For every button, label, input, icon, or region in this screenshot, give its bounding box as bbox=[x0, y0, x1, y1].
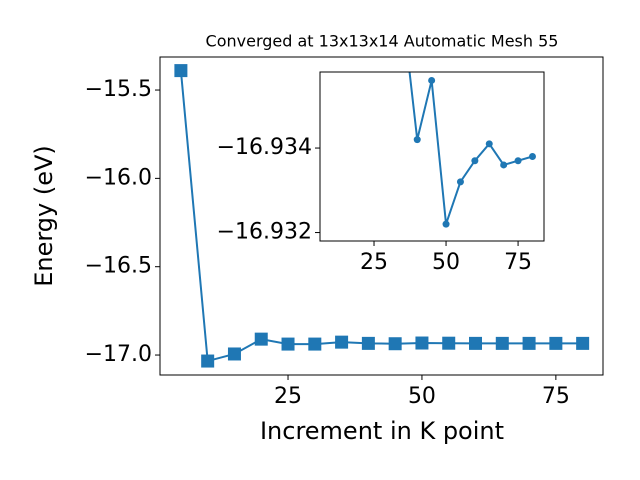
marker bbox=[428, 76, 436, 84]
marker bbox=[469, 336, 483, 350]
marker bbox=[442, 336, 456, 350]
marker bbox=[413, 136, 421, 144]
marker bbox=[442, 220, 450, 228]
marker bbox=[549, 336, 563, 350]
marker bbox=[514, 157, 522, 165]
y-tick-label: −17.0 bbox=[85, 342, 152, 367]
plot-area bbox=[320, 72, 544, 241]
y-tick-label: −15.5 bbox=[85, 77, 152, 102]
x-tick-label: 25 bbox=[274, 384, 302, 409]
marker bbox=[522, 336, 536, 350]
data-line bbox=[408, 72, 533, 225]
y-tick-label: −16.0 bbox=[85, 165, 152, 190]
marker bbox=[174, 64, 188, 78]
x-tick-label: 75 bbox=[504, 250, 532, 275]
y-tick-label: −16.932 bbox=[217, 220, 312, 245]
y-tick-label: −16.934 bbox=[217, 135, 312, 160]
marker bbox=[227, 347, 241, 361]
marker bbox=[500, 161, 508, 169]
plot-frame bbox=[159, 56, 604, 376]
marker bbox=[361, 336, 375, 350]
marker bbox=[308, 337, 322, 351]
marker bbox=[281, 337, 295, 351]
chart-title: Converged at 13x13x14 Automatic Mesh 55 bbox=[206, 32, 559, 51]
marker bbox=[388, 337, 402, 351]
y-tick-label: −16.5 bbox=[85, 254, 152, 279]
marker bbox=[495, 336, 509, 350]
marker bbox=[415, 336, 429, 350]
marker bbox=[335, 335, 349, 349]
marker bbox=[254, 332, 268, 346]
x-tick-label: 75 bbox=[542, 384, 570, 409]
x-tick-label: 50 bbox=[432, 250, 460, 275]
marker bbox=[201, 354, 215, 368]
series-group bbox=[174, 64, 590, 368]
series-group bbox=[408, 72, 536, 228]
y-axis-label: Energy (eV) bbox=[30, 145, 58, 287]
x-tick-label: 50 bbox=[408, 384, 436, 409]
marker bbox=[485, 140, 493, 148]
plot-frame bbox=[319, 71, 545, 242]
marker bbox=[471, 157, 479, 165]
marker bbox=[528, 153, 536, 160]
data-line bbox=[179, 70, 583, 363]
x-tick-label: 25 bbox=[360, 250, 388, 275]
marker bbox=[456, 178, 464, 186]
x-axis-label: Increment in K point bbox=[260, 417, 504, 445]
marker bbox=[576, 336, 590, 350]
